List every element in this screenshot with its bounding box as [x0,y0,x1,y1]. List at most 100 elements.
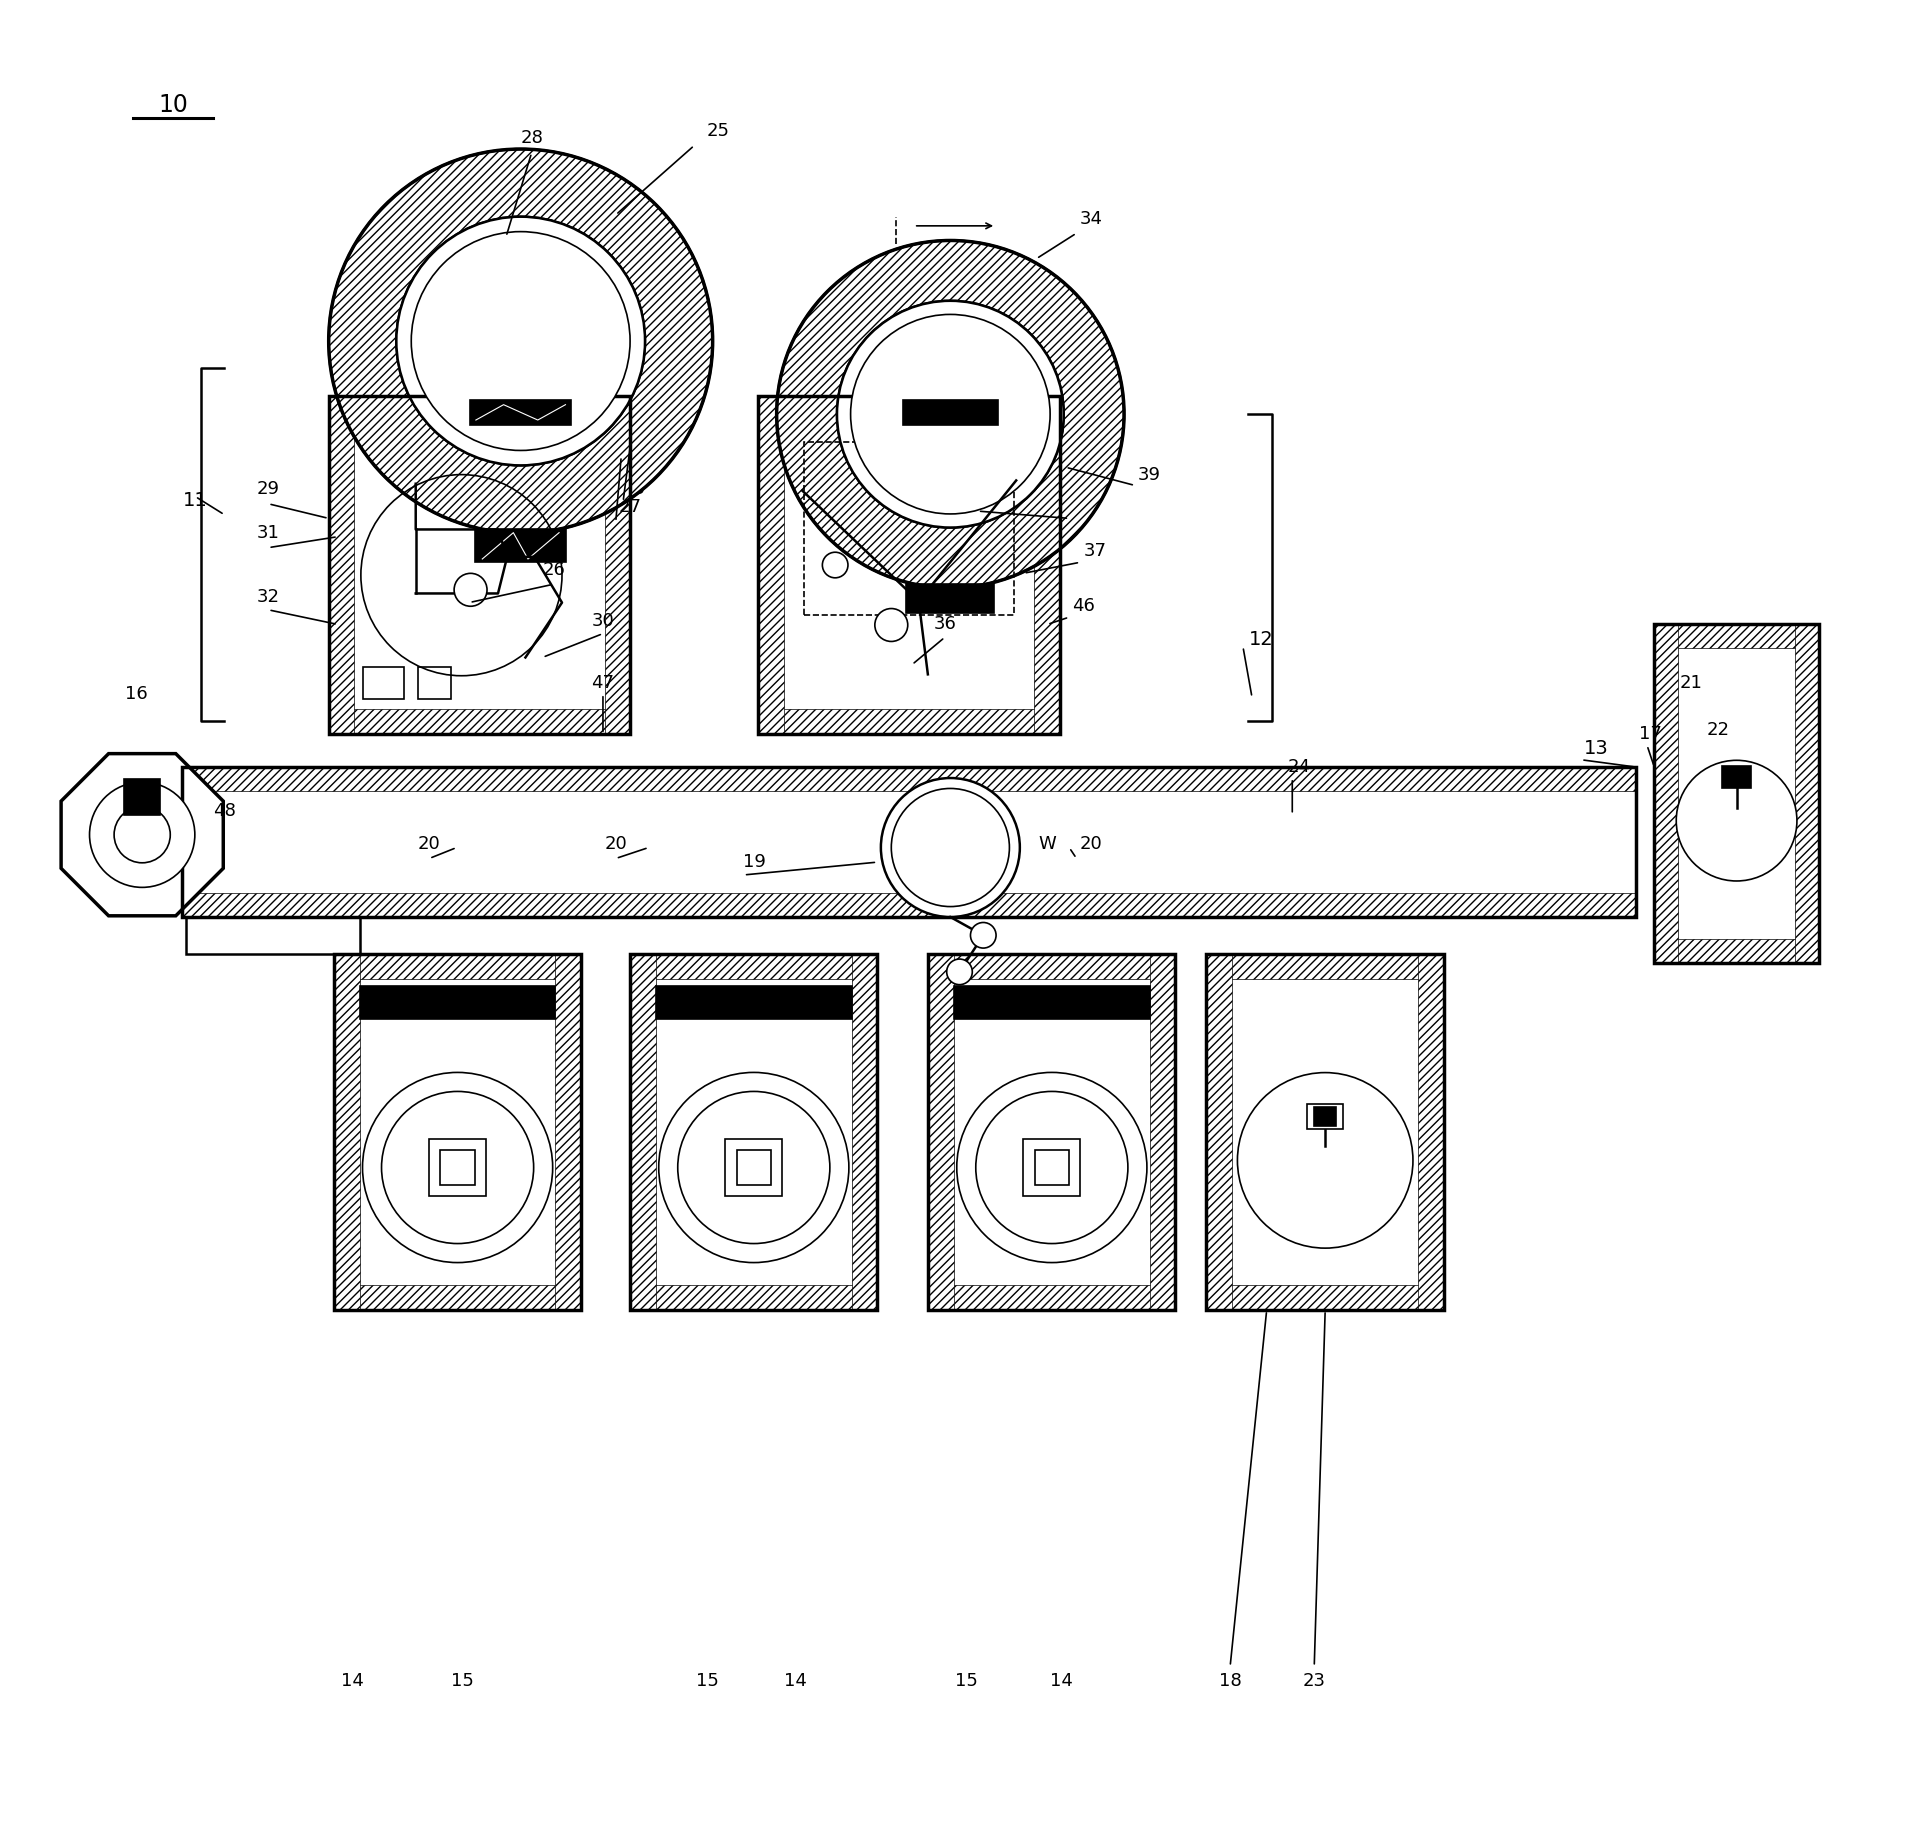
Circle shape [881,778,1019,917]
Bar [1654,624,1677,963]
Bar [1721,767,1752,789]
Text: 32: 32 [257,589,280,605]
Bar [1654,624,1819,963]
Circle shape [823,552,848,578]
Bar [334,954,581,1309]
Text: 20: 20 [1080,834,1103,853]
Text: 37: 37 [1084,543,1107,561]
Bar [470,400,572,425]
Circle shape [1238,1073,1412,1249]
Circle shape [946,959,973,985]
Text: 10: 10 [159,94,188,117]
Circle shape [971,923,996,948]
Circle shape [975,1091,1128,1243]
Bar [441,1150,474,1185]
Text: 27: 27 [620,499,641,517]
Text: 11: 11 [182,492,207,510]
Bar [604,396,629,734]
Bar [758,708,1059,734]
Bar [758,396,1059,734]
Bar [328,708,629,734]
Bar [1307,1104,1343,1130]
Bar [182,767,1637,790]
Text: 25: 25 [706,121,729,139]
Text: 46: 46 [1073,598,1096,614]
Circle shape [363,1073,553,1262]
Bar [430,1139,486,1196]
Bar [418,666,451,699]
Circle shape [658,1073,848,1262]
Text: 18: 18 [1219,1673,1242,1691]
Circle shape [850,314,1050,514]
Bar [929,954,1174,1309]
Bar [929,954,954,1309]
Bar [328,396,629,734]
Bar [125,779,161,816]
Text: 14: 14 [342,1673,365,1691]
Bar [1023,1139,1080,1196]
Circle shape [890,789,1009,906]
Bar [328,396,629,422]
Text: 14: 14 [1050,1673,1073,1691]
Bar [629,1284,877,1309]
Bar [182,767,1637,917]
Bar [656,987,852,1020]
Bar [629,954,877,979]
Text: 13: 13 [1583,739,1608,757]
Bar [629,954,877,1309]
Bar [1315,1108,1336,1126]
Text: 19: 19 [743,853,766,871]
Text: 17: 17 [1639,724,1662,743]
Text: 47: 47 [591,673,614,691]
Bar [725,1139,783,1196]
Bar [476,530,566,563]
Bar [629,954,877,1309]
Bar [1207,954,1232,1309]
Bar [852,954,877,1309]
Text: 14: 14 [783,1673,806,1691]
Text: 28: 28 [520,128,543,147]
Text: 16: 16 [125,684,148,702]
Bar [182,767,1637,917]
Text: 31: 31 [257,525,280,543]
Bar [1654,939,1819,963]
Text: 23: 23 [1303,1673,1326,1691]
Bar [186,917,359,954]
Text: 26: 26 [543,561,564,578]
Circle shape [677,1091,829,1243]
Bar [1654,624,1819,963]
Bar [758,396,785,734]
Bar [1654,624,1819,647]
Bar [1207,954,1443,1309]
Text: 33: 33 [622,481,645,499]
Circle shape [113,807,171,862]
Text: 30: 30 [591,613,614,629]
Bar [328,396,629,734]
Text: W: W [1038,834,1055,853]
Text: 39: 39 [1138,466,1161,484]
Bar [902,400,998,425]
Bar [758,396,1059,734]
Text: 21: 21 [1679,673,1702,691]
Text: 22: 22 [1706,721,1729,739]
Bar [1034,396,1059,734]
Bar [334,954,581,979]
Bar [359,987,555,1020]
Bar [737,1150,771,1185]
Circle shape [875,609,908,642]
Text: 15: 15 [451,1673,474,1691]
Circle shape [455,574,487,607]
Bar [1207,954,1443,979]
Text: 15: 15 [697,1673,718,1691]
Bar [1794,624,1819,963]
Bar [328,396,355,734]
Bar [555,954,581,1309]
Bar [629,954,656,1309]
Circle shape [958,1073,1148,1262]
Bar [1418,954,1443,1309]
Text: 29: 29 [257,481,280,499]
Bar [334,954,581,1309]
Text: 20: 20 [418,834,441,853]
Bar [334,954,359,1309]
Circle shape [397,216,645,466]
